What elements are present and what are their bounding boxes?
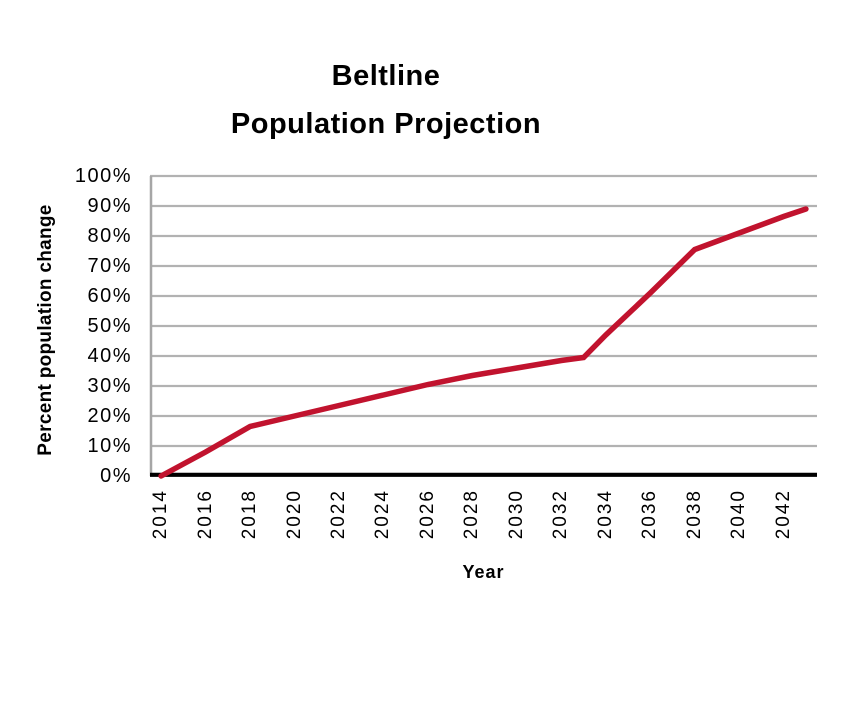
x-tick-label: 2016 [194, 489, 216, 540]
chart-title-line-2: Population Projection [230, 108, 542, 140]
x-tick-label: 2022 [327, 489, 349, 540]
y-tick-label: 60% [87, 285, 132, 307]
x-tick-label: 2034 [594, 489, 616, 540]
y-tick-label: 100% [74, 165, 132, 187]
y-tick-label: 10% [87, 435, 132, 457]
x-tick-label: 2028 [461, 489, 483, 540]
y-tick-label: 30% [87, 375, 132, 397]
x-tick-label: 2038 [683, 489, 705, 540]
projection-line [158, 206, 809, 479]
x-tick-label: 2014 [150, 489, 172, 540]
x-tick-label: 2042 [772, 489, 794, 540]
y-tick-label: 0% [100, 465, 132, 487]
x-axis-title: Year [462, 562, 505, 582]
x-tick-label: 2032 [550, 489, 572, 540]
y-tick-label: 40% [87, 345, 132, 367]
y-tick-label: 80% [87, 225, 132, 247]
chart-title-line-1: Beltline [331, 60, 441, 92]
x-tick-label: 2024 [372, 489, 394, 540]
x-tick-label: 2036 [639, 489, 661, 540]
y-tick-label: 20% [87, 405, 132, 427]
y-tick-label: 50% [87, 315, 132, 337]
x-tick-label: 2026 [416, 489, 438, 540]
x-tick-label: 2018 [239, 489, 261, 540]
x-tick-label: 2020 [283, 489, 305, 540]
plot-area [149, 174, 817, 479]
x-tick-label: 2030 [505, 489, 527, 540]
y-tick-label: 90% [87, 195, 132, 217]
chart-title: Beltline Population Projection [0, 52, 772, 148]
y-tick-label: 70% [87, 255, 132, 277]
x-tick-label: 2040 [728, 489, 750, 540]
